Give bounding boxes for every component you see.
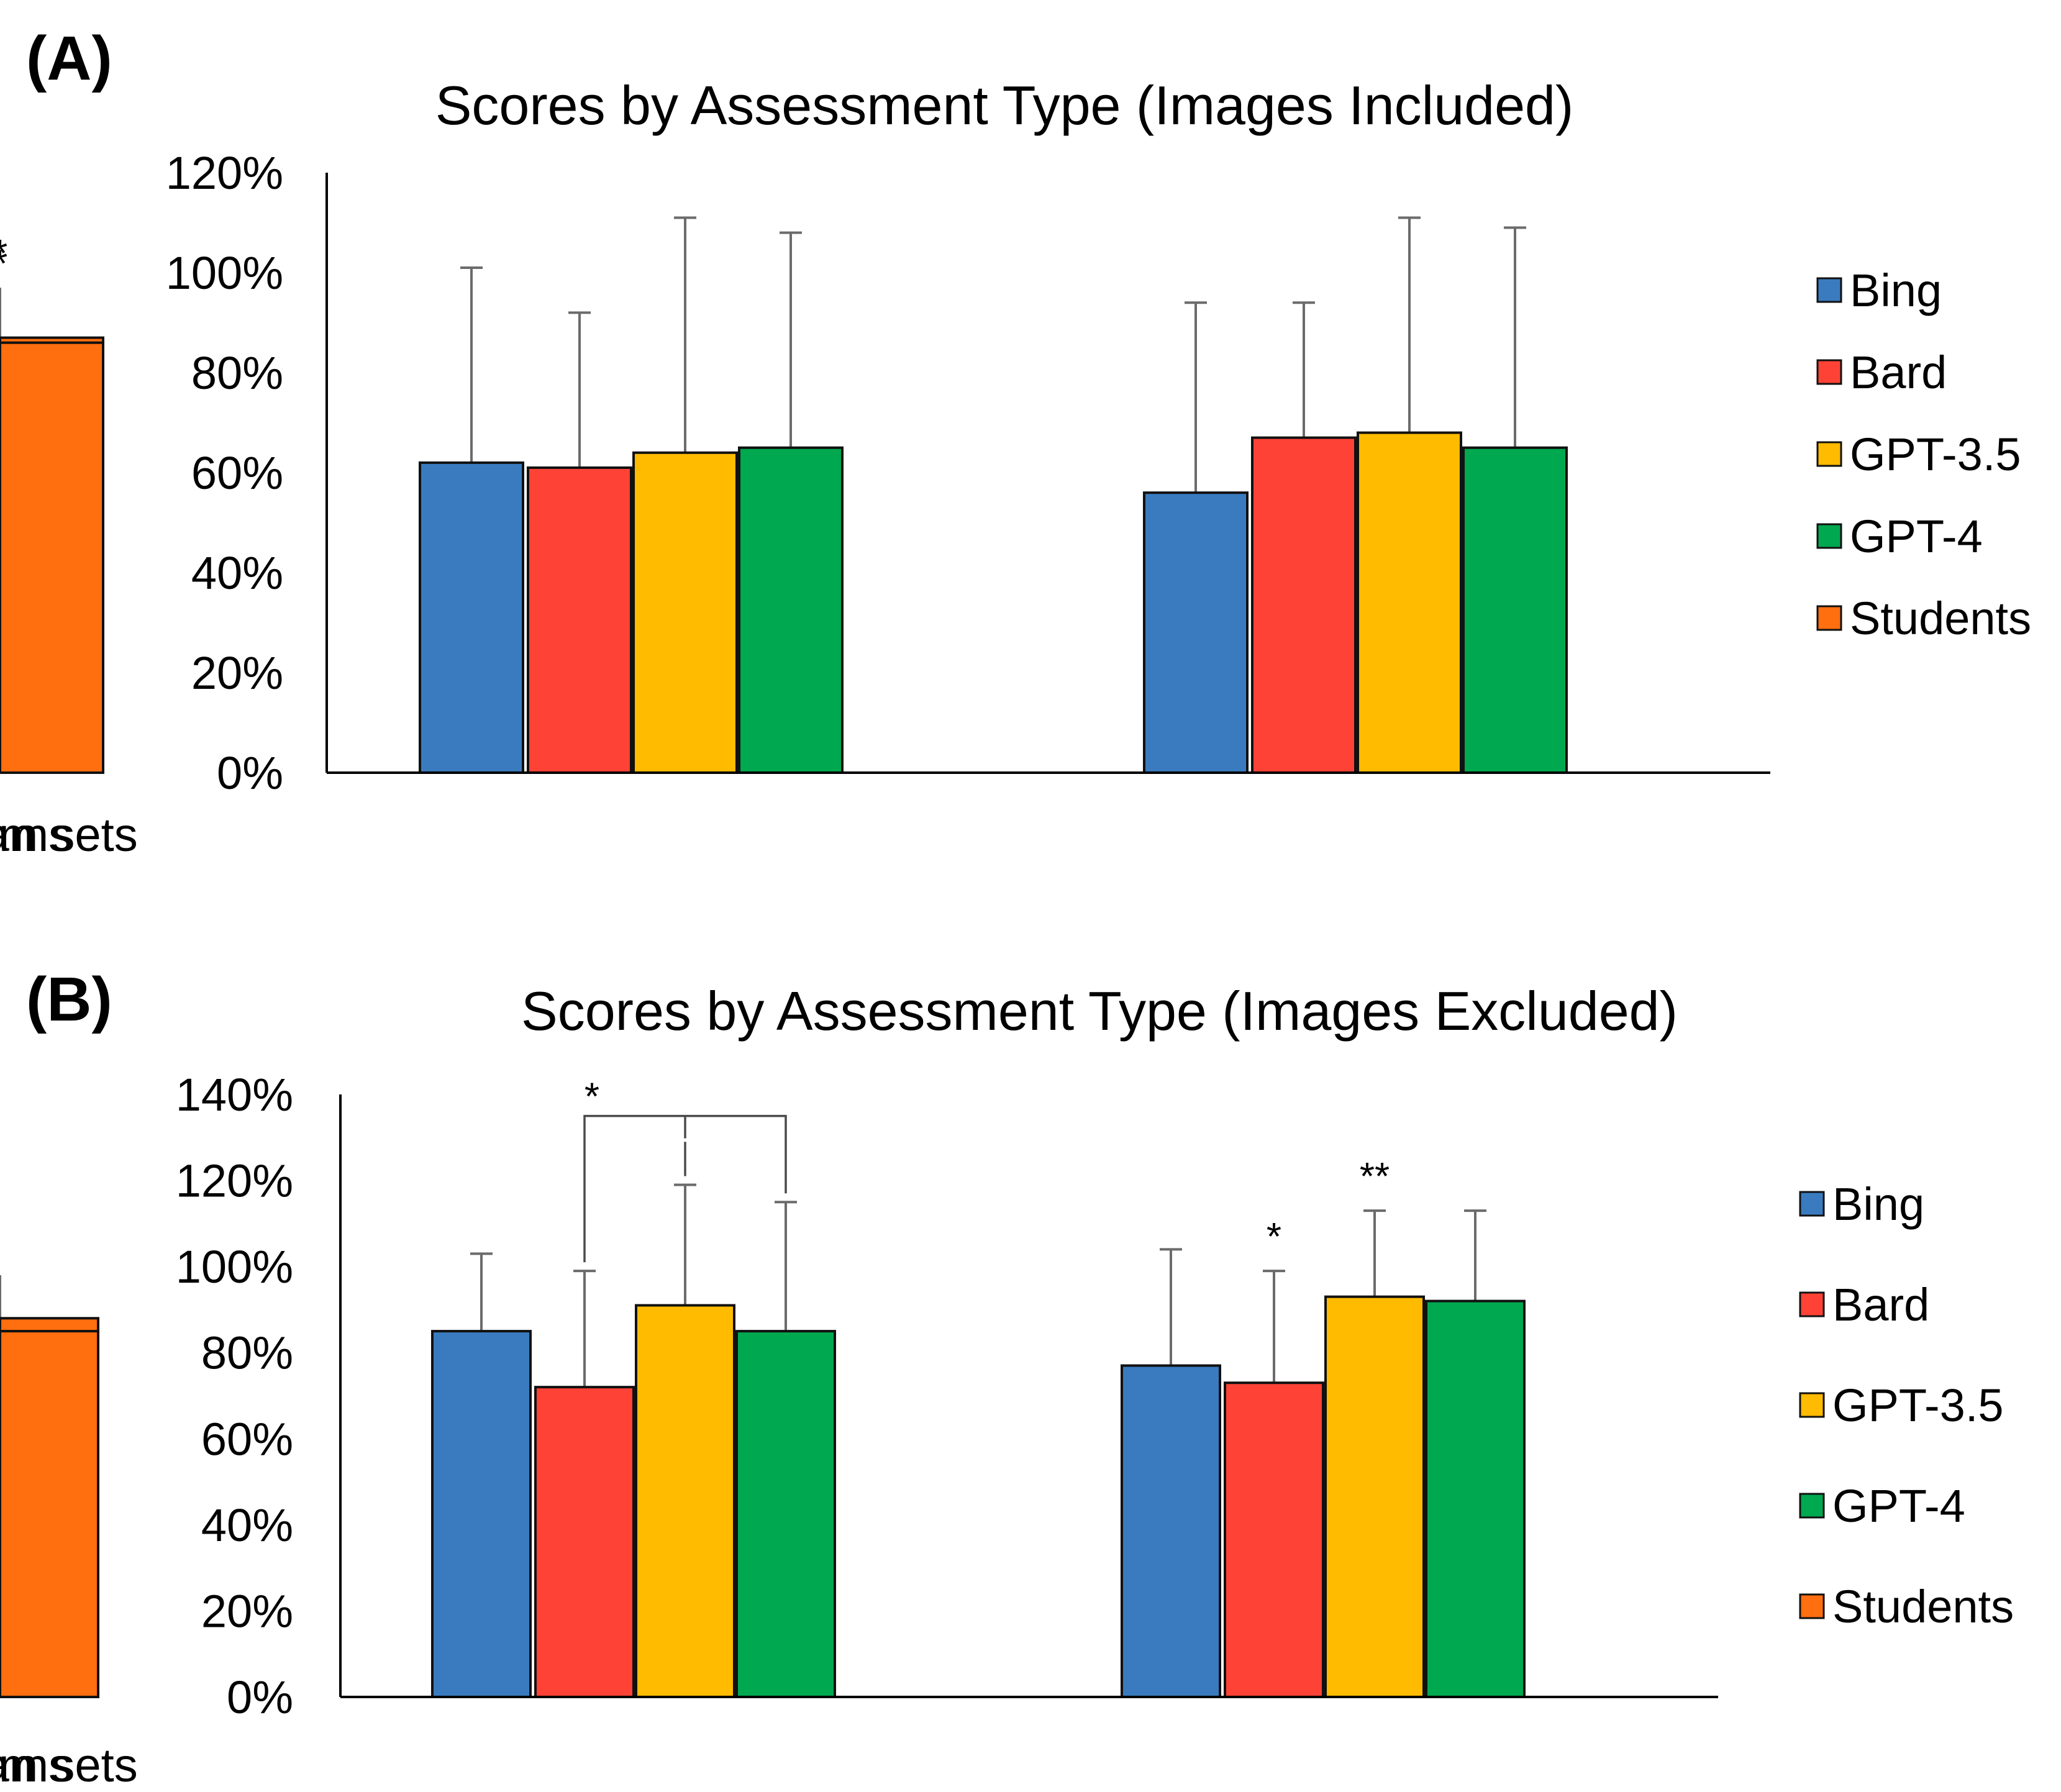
x-category-label: Exams [0, 809, 72, 862]
bar-bing [419, 461, 524, 775]
chart-title: Scores by Assessment Type (Images Exclud… [521, 980, 1678, 1042]
y-tick-label: 20% [201, 1585, 293, 1637]
chart-title: Scores by Assessment Type (Images Includ… [435, 75, 1574, 136]
x-category-label: Exams [0, 1739, 72, 1789]
bar-gpt-3-5 [635, 1304, 735, 1698]
x-category-label: Problem sets [0, 1739, 138, 1789]
bar-bing [1143, 491, 1249, 774]
legend-swatch [1799, 1392, 1825, 1418]
y-tick-label: 100% [166, 247, 283, 299]
y-tick-label: 120% [166, 147, 283, 199]
y-tick-label: 60% [191, 447, 283, 499]
bar-bard [527, 466, 632, 774]
bar-bing [1121, 1364, 1221, 1698]
legend-label: GPT-3.5 [1850, 429, 2021, 480]
bar-bing [431, 1330, 532, 1699]
bar-students [0, 1330, 99, 1699]
y-tick-label: 40% [201, 1499, 293, 1551]
legend-label: Bard [1850, 347, 1947, 398]
y-tick-label: 80% [191, 347, 283, 399]
significance-marker: ** [1360, 1155, 1390, 1198]
legend-label: GPT-3.5 [1832, 1380, 2004, 1431]
legend-swatch [1816, 523, 1842, 549]
bar-gpt-4 [1425, 1299, 1526, 1699]
legend-swatch [1799, 1291, 1825, 1317]
legend-swatch [1799, 1593, 1825, 1619]
legend-label: Bard [1832, 1279, 1929, 1330]
y-tick-label: 60% [201, 1413, 293, 1465]
y-tick-label: 0% [227, 1671, 293, 1723]
legend-swatch [1816, 441, 1842, 467]
significance-marker: * [0, 242, 7, 285]
legend-label: GPT-4 [1850, 511, 1983, 562]
significance-marker: * [0, 232, 7, 275]
bar-gpt-4 [735, 1330, 836, 1699]
y-tick-label: 140% [176, 1069, 293, 1121]
legend-label: Bing [1850, 265, 1942, 316]
x-category-label: Problem sets [0, 809, 138, 862]
y-tick-label: 120% [176, 1155, 293, 1207]
bar-gpt-3-5 [1357, 431, 1462, 774]
bar-gpt-3-5 [632, 451, 738, 774]
bar-bard [1251, 436, 1357, 774]
bar-gpt-3-5 [1324, 1295, 1425, 1698]
bar-gpt-4 [1462, 446, 1568, 774]
legend-label: Students [1832, 1581, 2014, 1632]
bracket-significance-marker: * [585, 1076, 599, 1119]
y-tick-label: 40% [191, 547, 283, 599]
significance-marker: * [1267, 1216, 1281, 1258]
legend-swatch [1816, 359, 1842, 385]
legend-label: Bing [1832, 1178, 1924, 1230]
y-tick-label: 0% [217, 747, 283, 799]
y-tick-label: 20% [191, 647, 283, 699]
bar-bard [534, 1386, 635, 1698]
legend-swatch [1799, 1493, 1825, 1519]
y-tick-label: 80% [201, 1327, 293, 1379]
panel-label: (A) [26, 24, 112, 93]
legend-swatch [1799, 1191, 1825, 1217]
legend-swatch [1816, 605, 1842, 631]
legend-label: Students [1850, 593, 2031, 644]
panel-label: (B) [26, 965, 112, 1034]
bar-gpt-4 [738, 446, 844, 774]
legend-swatch [1816, 277, 1842, 303]
legend-label: GPT-4 [1832, 1480, 1965, 1532]
bar-bard [1224, 1381, 1324, 1699]
bar-students [0, 341, 104, 774]
y-tick-label: 100% [176, 1241, 293, 1293]
